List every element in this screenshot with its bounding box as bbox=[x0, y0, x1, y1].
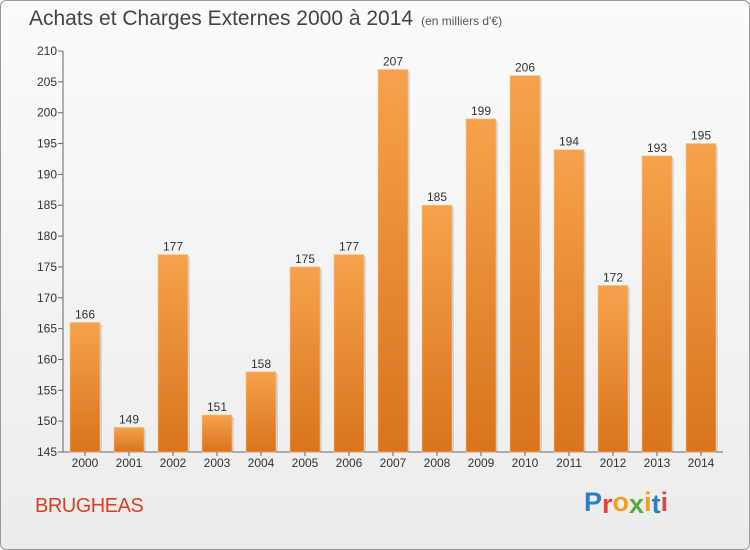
logo-letter: t bbox=[651, 489, 661, 519]
data-label-2003: 151 bbox=[207, 400, 227, 414]
data-label-2000: 166 bbox=[75, 307, 95, 321]
data-label-2010: 206 bbox=[515, 61, 535, 75]
y-tick-label: 155 bbox=[37, 383, 57, 397]
bar-2010[interactable] bbox=[509, 75, 541, 453]
data-label-2012: 172 bbox=[603, 270, 623, 284]
chart-unit: (en milliers d'€) bbox=[421, 14, 503, 28]
x-tick-label: 2005 bbox=[292, 456, 319, 470]
bar-2007[interactable] bbox=[377, 69, 409, 453]
logo-letter: r bbox=[602, 489, 613, 519]
y-tick-label: 190 bbox=[37, 167, 57, 181]
data-label-2001: 149 bbox=[119, 412, 139, 426]
data-label-2013: 193 bbox=[647, 141, 667, 155]
y-tick-label: 195 bbox=[37, 137, 57, 151]
x-tick-label: 2000 bbox=[72, 456, 99, 470]
x-tick-label: 2008 bbox=[424, 456, 451, 470]
x-tick-label: 2010 bbox=[512, 456, 539, 470]
x-tick-label: 2007 bbox=[380, 456, 407, 470]
logo-letter: o bbox=[612, 487, 630, 517]
logo-letter: i bbox=[660, 487, 669, 517]
bar-2002[interactable] bbox=[157, 254, 189, 453]
bar-2003[interactable] bbox=[201, 414, 233, 453]
y-tick-label: 150 bbox=[37, 414, 57, 428]
x-tick-label: 2014 bbox=[688, 456, 715, 470]
data-label-2007: 207 bbox=[383, 55, 403, 69]
y-tick-label: 165 bbox=[37, 322, 57, 336]
data-label-2004: 158 bbox=[251, 357, 271, 371]
y-tick-label: 200 bbox=[37, 106, 57, 120]
y-tick-label: 185 bbox=[37, 198, 57, 212]
data-label-2009: 199 bbox=[471, 104, 491, 118]
y-tick-label: 145 bbox=[37, 445, 57, 459]
bar-2014[interactable] bbox=[685, 143, 717, 453]
logo-letter: P bbox=[584, 487, 603, 517]
bar-2009[interactable] bbox=[465, 118, 497, 453]
y-tick-label: 210 bbox=[37, 44, 57, 58]
chart-title: Achats et Charges Externes 2000 à 2014 (e… bbox=[29, 7, 502, 31]
proxiti-logo[interactable]: Proxiti bbox=[584, 487, 669, 519]
x-tick-label: 2001 bbox=[116, 456, 143, 470]
data-label-2002: 177 bbox=[163, 240, 183, 254]
bar-2004[interactable] bbox=[245, 371, 277, 453]
bar-2008[interactable] bbox=[421, 204, 453, 453]
data-label-2005: 175 bbox=[295, 252, 315, 266]
bar-2005[interactable] bbox=[289, 266, 321, 453]
chart-title-text: Achats et Charges Externes 2000 à 2014 bbox=[29, 7, 414, 30]
city-name: BRUGHEAS bbox=[35, 495, 144, 517]
x-tick-label: 2004 bbox=[248, 456, 275, 470]
y-tick-label: 160 bbox=[37, 352, 57, 366]
bar-2001[interactable] bbox=[113, 427, 145, 453]
data-label-2011: 194 bbox=[559, 135, 579, 149]
x-tick-label: 2003 bbox=[204, 456, 231, 470]
bar-2012[interactable] bbox=[597, 285, 629, 453]
data-label-2014: 195 bbox=[691, 129, 711, 143]
logo-letter: i bbox=[644, 487, 652, 517]
x-tick-label: 2013 bbox=[644, 456, 671, 470]
bar-2013[interactable] bbox=[641, 155, 673, 453]
x-tick-label: 2012 bbox=[600, 456, 627, 470]
x-tick-label: 2009 bbox=[468, 456, 495, 470]
y-tick-label: 170 bbox=[37, 291, 57, 305]
x-tick-label: 2006 bbox=[336, 456, 363, 470]
data-label-2006: 177 bbox=[339, 240, 359, 254]
bar-2011[interactable] bbox=[553, 149, 585, 453]
bar-2000[interactable] bbox=[69, 322, 101, 453]
y-tick-label: 175 bbox=[37, 260, 57, 274]
y-tick-label: 180 bbox=[37, 229, 57, 243]
y-tick-label: 205 bbox=[37, 75, 57, 89]
bar-2006[interactable] bbox=[333, 254, 365, 453]
x-tick-label: 2002 bbox=[160, 456, 187, 470]
data-label-2008: 185 bbox=[427, 190, 447, 204]
logo-letter: x bbox=[629, 489, 645, 519]
x-tick-label: 2011 bbox=[556, 456, 582, 470]
